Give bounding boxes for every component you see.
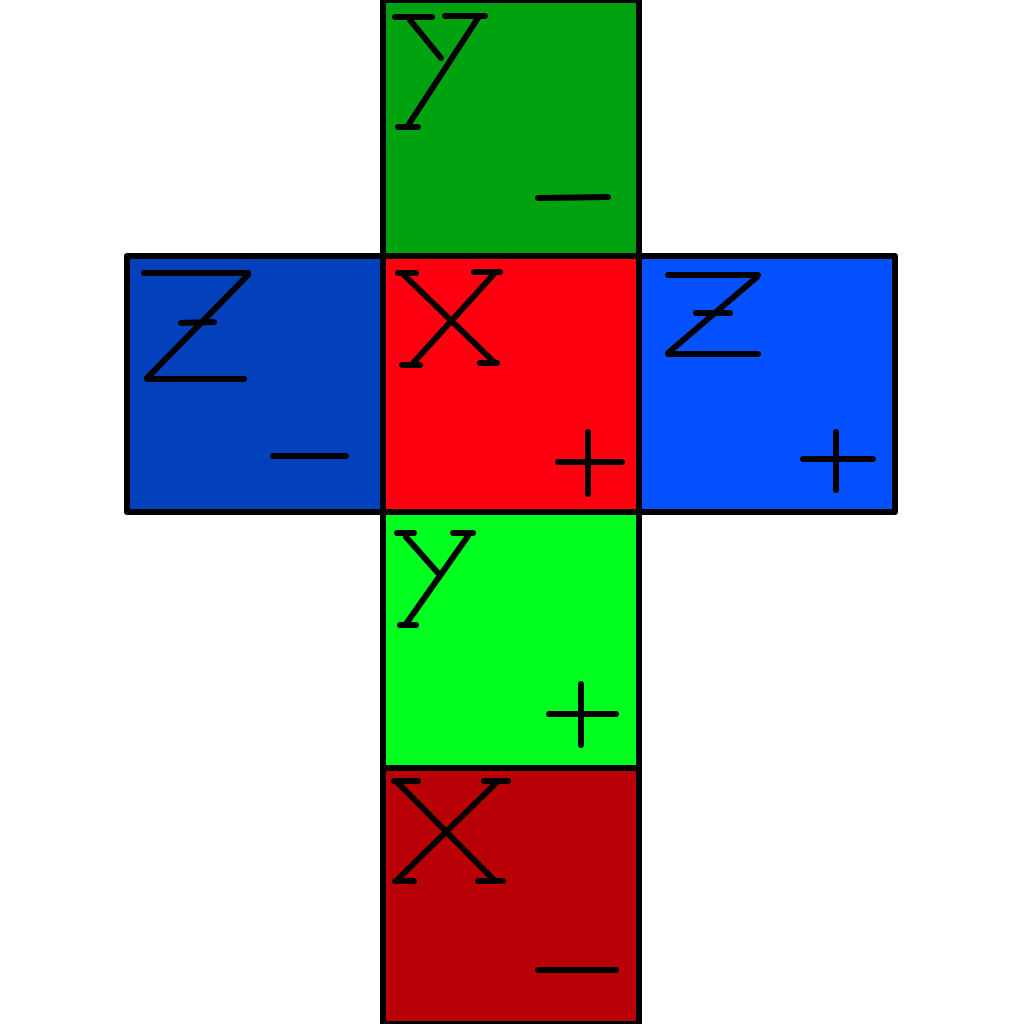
face-x-minus-letter-glyph bbox=[391, 778, 511, 884]
face-x-plus-letter-glyph bbox=[395, 269, 503, 368]
face-y-plus: Y + bbox=[386, 513, 638, 766]
face-y-minus-fill bbox=[384, 2, 638, 254]
face-y-minus: Y − bbox=[384, 2, 638, 254]
face-z-minus-letter-glyph bbox=[141, 270, 251, 382]
face-z-plus-letter-glyph bbox=[665, 272, 761, 357]
face-x-minus: X − bbox=[386, 770, 638, 1022]
face-y-plus-letter-glyph bbox=[394, 530, 476, 628]
face-y-plus-sign-glyph bbox=[546, 681, 619, 748]
face-z-minus: Z − bbox=[129, 258, 383, 510]
face-z-plus-sign-glyph bbox=[800, 429, 876, 493]
face-y-plus-fill bbox=[386, 513, 638, 766]
face-x-plus: X + bbox=[386, 258, 638, 510]
face-z-plus-fill bbox=[640, 258, 894, 510]
face-y-minus-letter-glyph bbox=[392, 13, 488, 130]
face-y-minus-sign-glyph bbox=[535, 194, 611, 201]
face-z-minus-fill bbox=[129, 258, 383, 510]
face-z-plus: Z + bbox=[640, 258, 894, 510]
face-x-plus-sign-glyph bbox=[555, 429, 625, 497]
net-outline bbox=[124, 0, 898, 1024]
